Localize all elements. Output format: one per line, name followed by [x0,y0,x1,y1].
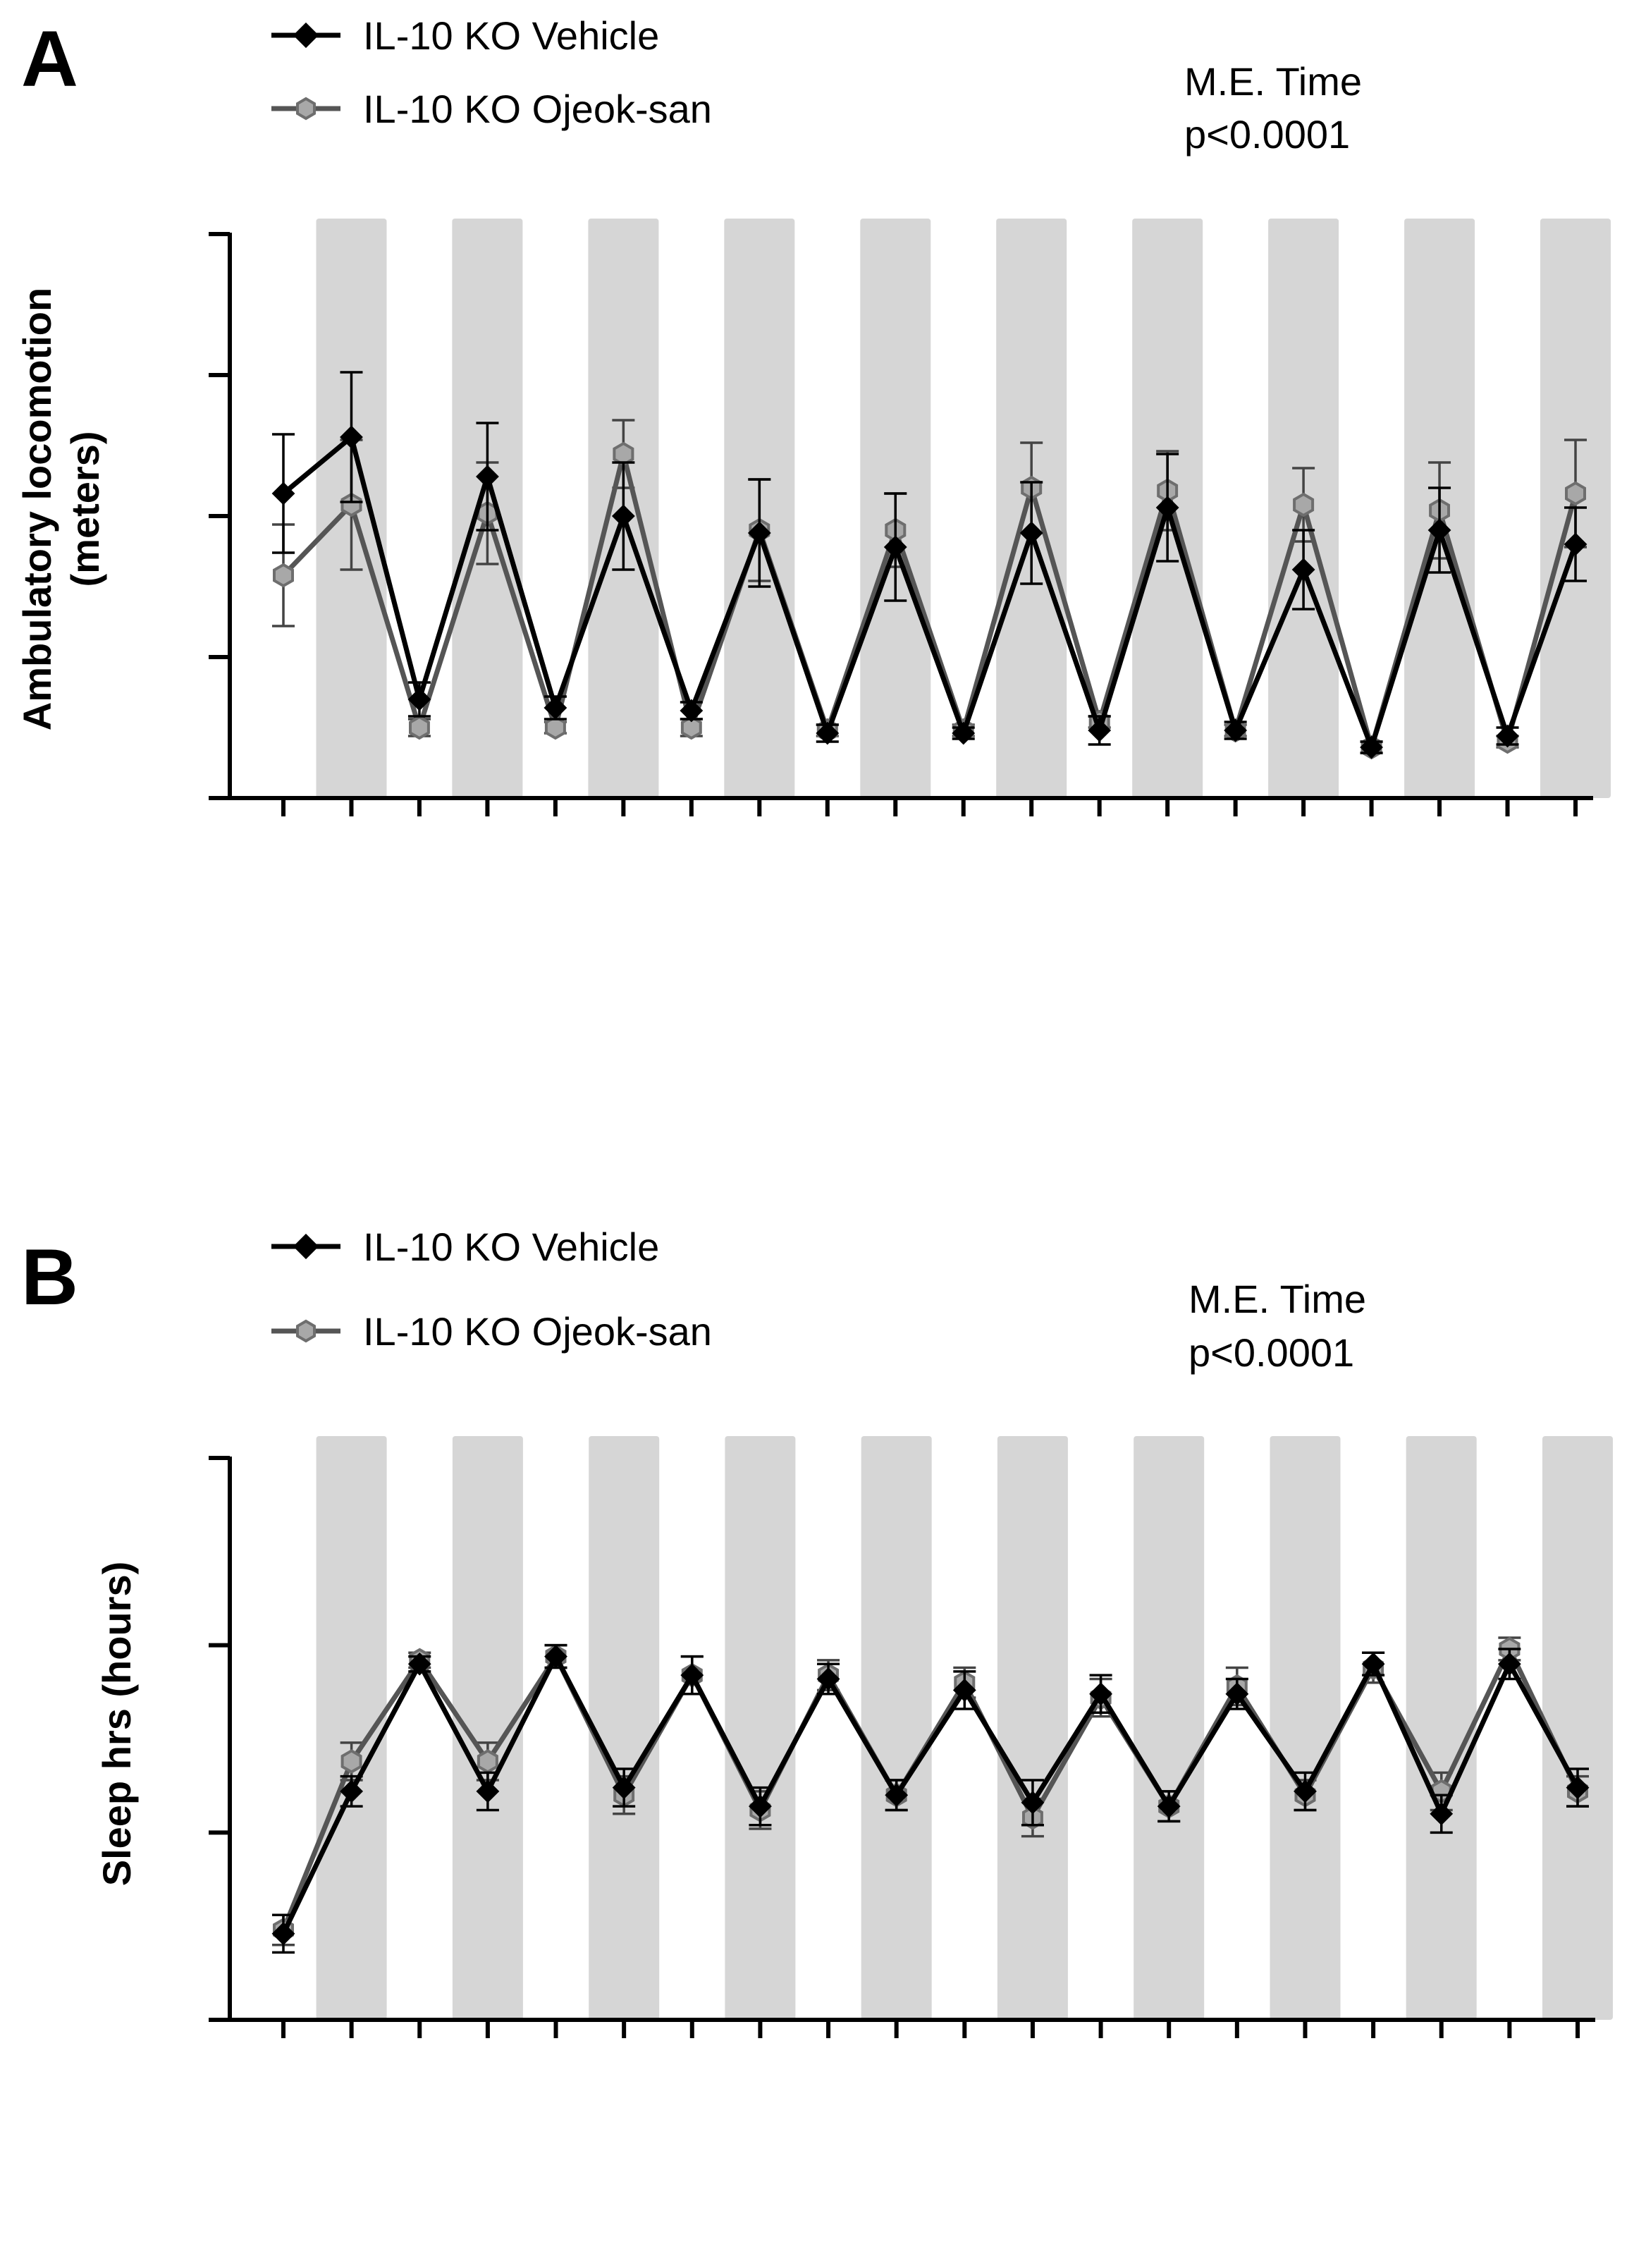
night-shade-band [452,1436,523,2020]
panel-a: A IL-10 KO Vehicle IL-10 KO Ojeok-san M.… [15,13,1611,816]
data-point-vehicle [543,696,567,720]
night-shade-band [1542,1436,1613,2020]
data-point-vehicle [612,1776,636,1799]
data-point-ojeok-san [1565,481,1586,506]
data-point-vehicle [1427,518,1451,542]
legend-swatch-ojeok-hexagon [296,97,316,121]
legend-label-ojeok: IL-10 KO Ojeok-san [363,87,712,131]
data-point-vehicle [1088,718,1112,742]
data-point-ojeok-san [409,715,430,740]
panel-a-legend-item-vehicle[interactable]: IL-10 KO Vehicle [271,13,659,58]
data-point-ojeok-san [477,1749,498,1774]
night-shade-band [1406,1436,1477,2020]
night-shade-band [725,1436,796,2020]
data-point-vehicle [340,1779,364,1803]
data-point-vehicle [476,1779,500,1803]
data-point-vehicle [885,1783,909,1807]
night-shade-band [861,1436,932,2020]
panel-a-ylabel-line-1: Ambulatory locomotion [15,288,59,730]
panel-b-legend-item-ojeok[interactable]: IL-10 KO Ojeok-san [271,1309,712,1354]
data-point-vehicle [1497,1652,1521,1676]
panel-a-stat-line-2: p<0.0001 [1184,112,1350,157]
series-vehicle [271,1643,1590,1954]
panel-b-legend-item-vehicle[interactable]: IL-10 KO Vehicle [271,1225,659,1269]
panel-a-legend: IL-10 KO Vehicle IL-10 KO Ojeok-san [271,13,712,131]
data-point-vehicle [1566,1776,1590,1799]
night-shade-band [1134,1436,1205,2020]
data-point-vehicle [271,1922,295,1946]
panel-b-stat-line-2: p<0.0001 [1189,1330,1354,1375]
legend-label-vehicle: IL-10 KO Vehicle [363,13,659,58]
panel-a-label: A [21,15,78,103]
panel-a-ylabel-line-2: (meters) [63,431,107,587]
data-point-vehicle [407,1652,431,1676]
data-point-vehicle [271,482,295,505]
data-point-vehicle [476,465,499,489]
data-point-ojeok-san [340,1749,362,1774]
panel-a-plot [209,219,1611,816]
data-point-vehicle [611,504,635,528]
data-point-vehicle [952,1679,976,1702]
data-point-vehicle [816,1667,840,1691]
data-point-vehicle [407,687,431,711]
night-shade-band [589,1436,660,2020]
data-point-ojeok-san [544,715,566,740]
data-point-vehicle [816,721,840,745]
data-point-ojeok-san [273,563,294,588]
data-point-vehicle [1564,532,1587,556]
panel-b-label: B [21,1233,78,1321]
series-line-vehicle [281,1650,1580,1935]
night-shade-band [997,1436,1068,2020]
data-point-vehicle [747,521,771,545]
panel-b-legend: IL-10 KO Vehicle IL-10 KO Ojeok-san [271,1225,712,1354]
series-line-ojeok-san [281,443,1578,756]
data-point-vehicle [1360,735,1383,759]
data-point-vehicle [749,1794,772,1818]
data-point-vehicle [1155,496,1179,520]
legend-label-vehicle: IL-10 KO Vehicle [363,1225,659,1269]
data-point-vehicle [544,1645,567,1669]
panel-b-stat-line-1: M.E. Time [1189,1277,1366,1321]
data-point-vehicle [1225,1682,1249,1706]
data-point-vehicle [1089,1682,1112,1706]
data-point-vehicle [680,1663,704,1687]
panel-b-ylabel: Sleep hrs (hours) [94,1562,139,1887]
legend-swatch-vehicle-diamond [293,22,319,49]
legend-swatch-vehicle-diamond [293,1233,319,1260]
data-point-vehicle [1019,521,1043,545]
legend-label-ojeok: IL-10 KO Ojeok-san [363,1309,712,1354]
data-point-vehicle [1021,1791,1045,1815]
data-point-vehicle [1224,718,1248,742]
night-shade-band [1270,1436,1341,2020]
data-point-vehicle [1291,558,1315,582]
data-point-ojeok-san [1293,492,1315,517]
panel-a-legend-item-ojeok[interactable]: IL-10 KO Ojeok-san [271,87,712,131]
data-point-vehicle [1496,724,1519,748]
panel-a-stat-line-1: M.E. Time [1184,59,1362,104]
legend-swatch-ojeok-hexagon [296,1319,316,1343]
series-vehicle [271,371,1587,759]
data-point-vehicle [680,699,704,723]
night-shade-band [316,1436,387,2020]
data-point-vehicle [952,721,976,745]
data-point-vehicle [1430,1802,1454,1826]
data-point-vehicle [1361,1652,1385,1676]
data-point-vehicle [340,425,363,449]
data-point-vehicle [883,535,907,559]
data-point-vehicle [1157,1794,1181,1818]
panel-b-plot [209,1436,1613,2038]
data-point-ojeok-san [680,715,702,740]
data-point-ojeok-san [340,492,362,517]
data-point-vehicle [1294,1779,1317,1803]
panel-b: B IL-10 KO Vehicle IL-10 KO Ojeok-san M.… [21,1225,1613,2038]
series-line-vehicle [281,432,1578,755]
